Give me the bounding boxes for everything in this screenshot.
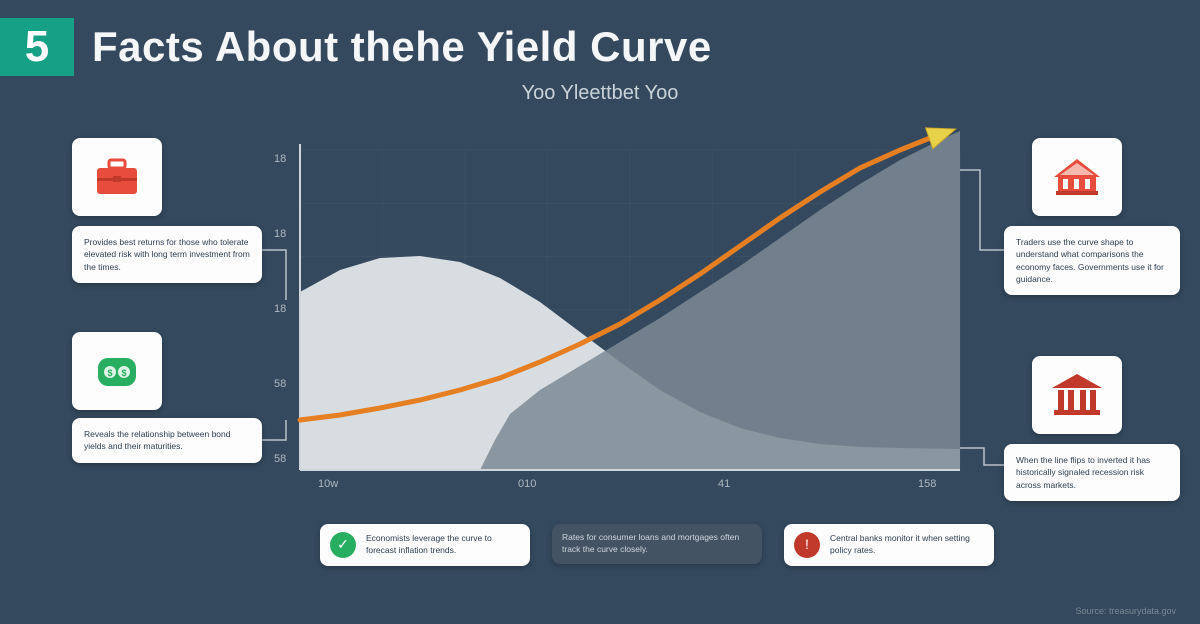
bottom-card-1-text: Economists leverage the curve to forecas… bbox=[366, 533, 520, 557]
bottom-card-2: Rates for consumer loans and mortgages o… bbox=[552, 524, 762, 564]
bottom-card-2-text: Rates for consumer loans and mortgages o… bbox=[562, 532, 752, 556]
fact-card-text-4: When the line flips to inverted it has h… bbox=[1004, 444, 1180, 501]
header: 5 Facts About thehe Yield Curve bbox=[0, 0, 1200, 76]
fact-card-text-1: Provides best returns for those who tole… bbox=[72, 226, 262, 283]
svg-text:$: $ bbox=[107, 368, 112, 378]
fact-card-icon-money: $ $ bbox=[72, 332, 162, 410]
circle-icon-green: ✓ bbox=[330, 532, 356, 558]
page-title: Facts About thehe Yield Curve bbox=[92, 23, 712, 71]
svg-text:$: $ bbox=[121, 368, 126, 378]
money-icon: $ $ bbox=[92, 350, 142, 392]
y-tick-label: 58 bbox=[274, 378, 286, 390]
bottom-card-3-text: Central banks monitor it when setting po… bbox=[830, 533, 984, 557]
bottom-card-1: ✓ Economists leverage the curve to forec… bbox=[320, 524, 530, 566]
y-tick-label: 18 bbox=[274, 303, 286, 315]
y-tick-label: 18 bbox=[274, 153, 286, 165]
x-tick-label: 10w bbox=[318, 478, 338, 490]
x-tick-label: 010 bbox=[518, 478, 536, 490]
page-subtitle: Yoo Yleettbet Yoo bbox=[0, 82, 1200, 105]
bottom-card-3: ! Central banks monitor it when setting … bbox=[784, 524, 994, 566]
circle-icon-red: ! bbox=[794, 532, 820, 558]
x-tick-label: 41 bbox=[718, 478, 730, 490]
footer-source: Source: treasurydata.gov bbox=[1075, 606, 1176, 616]
fact-card-text-2: Reveals the relationship between bond yi… bbox=[72, 418, 262, 463]
bank-building-icon bbox=[1050, 372, 1104, 418]
bank-pediment-icon bbox=[1050, 155, 1104, 199]
x-tick-label: 158 bbox=[918, 478, 936, 490]
fact-card-text-3: Traders use the curve shape to understan… bbox=[1004, 226, 1180, 295]
fact-card-icon-bank bbox=[1032, 356, 1122, 434]
number-badge: 5 bbox=[0, 18, 74, 76]
fact-card-icon-briefcase bbox=[72, 138, 162, 216]
fact-card-icon-pediment bbox=[1032, 138, 1122, 216]
y-tick-label: 18 bbox=[274, 228, 286, 240]
y-tick-label: 58 bbox=[274, 453, 286, 465]
briefcase-icon bbox=[93, 156, 141, 198]
